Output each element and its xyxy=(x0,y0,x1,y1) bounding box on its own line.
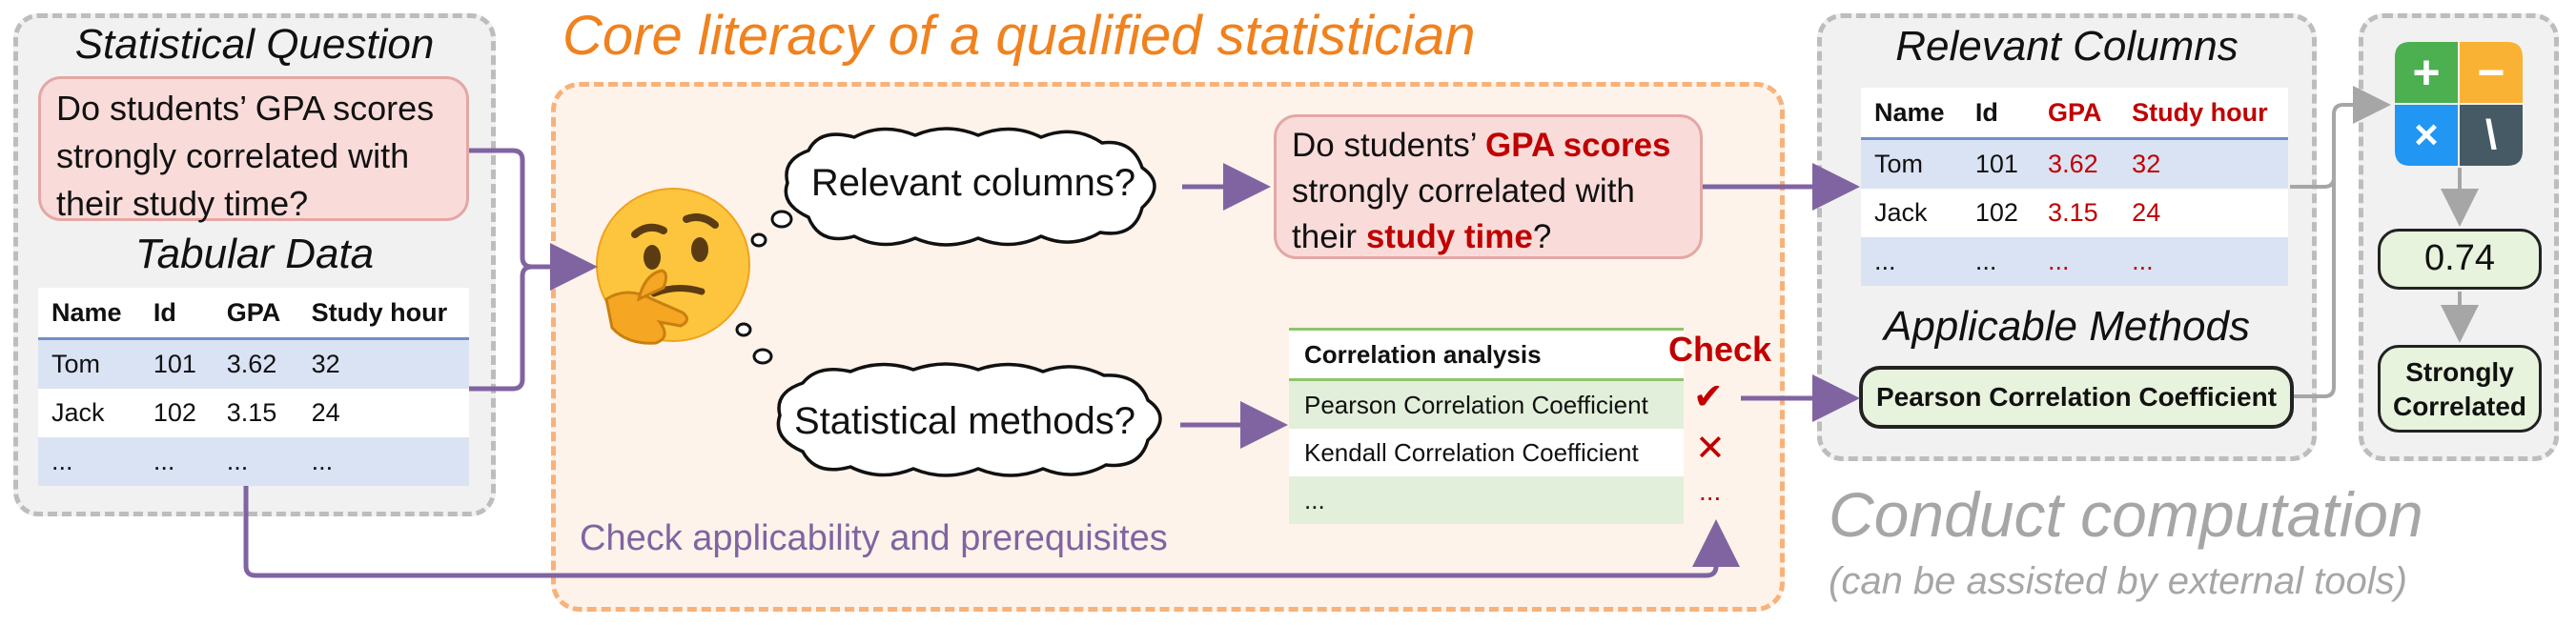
col-name: Name xyxy=(1861,88,1962,140)
list-item: Pearson Correlation Coefficient xyxy=(1289,379,1684,429)
plus-symbol: + xyxy=(2412,46,2441,99)
applicable-method-pill: Pearson Correlation Coefficient xyxy=(1859,366,2294,429)
conduct-computation-subtitle: (can be assisted by external tools) xyxy=(1829,560,2407,602)
times-symbol: × xyxy=(2414,111,2439,158)
col-id: Id xyxy=(1961,88,2035,140)
correlation-table: Correlation analysis Pearson Correlation… xyxy=(1289,328,1684,524)
table-row: Jack 102 3.15 24 xyxy=(1861,189,2288,237)
col-name: Name xyxy=(38,288,140,340)
cross-mark-icon: ✕ xyxy=(1695,429,1726,469)
col-study-hour: Study hour xyxy=(297,288,469,340)
check-mark-icon: ✔ xyxy=(1693,377,1724,417)
thought-dots xyxy=(735,322,773,365)
main-title: Core literacy of a qualified statisticia… xyxy=(562,5,1476,67)
highlight-gpa-scores: GPA scores xyxy=(1484,127,1671,164)
list-item: Kendall Correlation Coefficient xyxy=(1289,429,1684,476)
thought-bubble-methods xyxy=(776,362,1162,477)
relevant-columns-heading: Relevant Columns xyxy=(1895,23,2239,70)
conclusion-box: Strongly Correlated xyxy=(2378,345,2542,433)
list-item: ... xyxy=(1289,476,1684,524)
statistical-question-heading: Statistical Question xyxy=(74,21,435,68)
thought-statistical-methods: Statistical methods? xyxy=(794,400,1135,442)
check-applicability-label: Check applicability and prerequisites xyxy=(580,518,1168,558)
table-row: Tom 101 3.62 32 xyxy=(38,338,469,389)
statistical-question-box: Do students’ GPA scores strongly correla… xyxy=(38,76,469,223)
minus-symbol: − xyxy=(2477,46,2505,99)
table-row: Jack 102 3.15 24 xyxy=(38,389,469,437)
thought-bubble-relevant xyxy=(750,127,1156,248)
col-study-hour: Study hour xyxy=(2118,88,2288,140)
divide-symbol: \ xyxy=(2484,111,2498,158)
table-row: ... ... ... ... xyxy=(38,437,469,486)
tabular-data-heading: Tabular Data xyxy=(134,231,375,277)
col-gpa: GPA xyxy=(213,288,298,340)
highlight-study-time: study time xyxy=(1365,218,1533,255)
check-label: Check xyxy=(1668,330,1772,369)
ellipsis-mark: ... xyxy=(1699,476,1722,506)
result-value: 0.74 xyxy=(2378,229,2542,290)
conduct-computation-title: Conduct computation xyxy=(1829,479,2423,550)
calculator-icon xyxy=(2395,42,2523,166)
table-row: Tom 101 3.62 32 xyxy=(1861,138,2288,189)
thought-relevant-columns: Relevant columns? xyxy=(810,162,1136,204)
tabular-data-table: Name Id GPA Study hour Tom 101 3.62 32 J… xyxy=(38,288,469,486)
correlation-header: Correlation analysis xyxy=(1289,328,1684,381)
table-row: ... ... ... ... xyxy=(1861,237,2288,286)
thinking-face-icon xyxy=(596,188,750,345)
highlighted-question-box: Do students’ GPA scores strongly correla… xyxy=(1274,114,1703,259)
col-id: Id xyxy=(139,288,214,340)
col-gpa: GPA xyxy=(2034,88,2119,140)
applicable-methods-heading: Applicable Methods xyxy=(1883,303,2250,350)
relevant-columns-table: Name Id GPA Study hour Tom 101 3.62 32 J… xyxy=(1861,88,2288,286)
